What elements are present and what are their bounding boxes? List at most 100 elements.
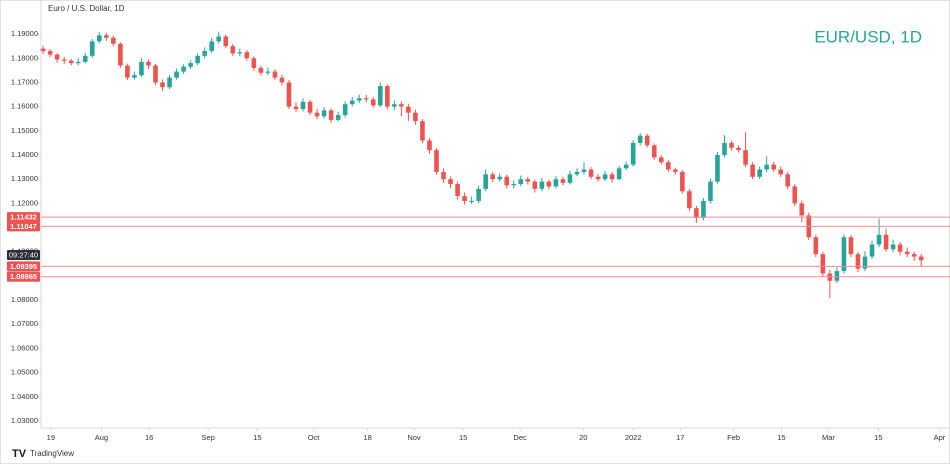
x-tick-label: Sep — [202, 433, 215, 442]
candle-body — [399, 104, 404, 107]
y-tick-label: 1.14000 — [11, 150, 38, 159]
candle-body — [251, 58, 257, 68]
candle-body — [757, 169, 762, 177]
candle-body — [616, 168, 622, 180]
candle-body — [139, 61, 144, 76]
candle-body — [434, 150, 439, 172]
price-label: 1.09395 — [10, 262, 37, 271]
candle-body — [651, 145, 657, 158]
candle-body — [237, 52, 243, 54]
candle-body — [883, 234, 889, 250]
candle-body — [392, 104, 397, 107]
candle-body — [68, 60, 74, 64]
candle-body — [658, 157, 664, 163]
y-tick-label: 1.04000 — [11, 392, 38, 401]
candle-body — [595, 176, 601, 180]
candle-body — [307, 101, 313, 113]
x-tick-label: 15 — [874, 433, 882, 442]
candle-body — [406, 106, 411, 113]
x-tick-label: Nov — [407, 433, 421, 442]
y-tick-label: 1.07000 — [11, 319, 38, 328]
candle-body — [448, 179, 453, 185]
x-tick-label: 16 — [145, 433, 153, 442]
x-tick-label: 15 — [253, 433, 261, 442]
candle-body — [188, 63, 193, 67]
candle-body — [202, 51, 207, 56]
candle-body — [370, 99, 376, 106]
candle-body — [869, 244, 875, 257]
candle-body — [342, 104, 348, 116]
candle-body — [441, 171, 446, 180]
chart-subtitle: Euro / U.S. Dollar, 1D — [48, 4, 125, 13]
countdown-box — [7, 250, 40, 260]
candle-body — [785, 174, 791, 187]
candle-body — [153, 65, 158, 83]
y-tick-label: 1.05000 — [11, 368, 38, 377]
candle-body — [609, 174, 615, 180]
candle-body — [778, 169, 784, 175]
candle-body — [897, 244, 903, 252]
candle-body — [223, 36, 229, 47]
candle-body — [729, 142, 734, 148]
candle-body — [469, 200, 474, 202]
candle-body — [75, 61, 81, 64]
candle-body — [216, 36, 222, 42]
candle-body — [792, 186, 798, 204]
price-label: 1.08965 — [10, 272, 37, 281]
candle-body — [363, 98, 369, 100]
candle-body — [630, 142, 636, 165]
candle-body — [532, 181, 538, 189]
candle-body — [553, 179, 559, 187]
candle-body — [272, 71, 278, 78]
y-tick-label: 1.12000 — [11, 198, 38, 207]
candle-body — [504, 176, 510, 186]
candle-body — [918, 256, 924, 261]
candle-body — [911, 254, 917, 257]
candle-body — [427, 140, 432, 151]
candle-body — [132, 75, 137, 78]
candle-body — [349, 100, 355, 105]
candle-body — [54, 54, 60, 60]
candle-body — [160, 82, 165, 88]
candle-body — [574, 171, 580, 175]
y-tick-label: 1.06000 — [11, 343, 38, 352]
logo-mark: TV — [12, 448, 27, 460]
candle-body — [497, 176, 503, 180]
candle-body — [420, 121, 425, 141]
candle-body — [265, 71, 271, 73]
candle-body — [546, 181, 552, 187]
x-tick-label: 2022 — [625, 433, 642, 442]
candle-body — [335, 115, 341, 120]
candle-body — [174, 71, 179, 78]
x-tick-label: 15 — [459, 433, 467, 442]
candle-body — [637, 135, 643, 143]
candle-body — [455, 184, 460, 197]
price-label: 1.11432 — [10, 213, 37, 222]
candle-body — [834, 271, 840, 281]
y-tick-label: 1.13000 — [11, 174, 38, 183]
candle-body — [230, 46, 236, 54]
x-tick-label: 18 — [363, 433, 371, 442]
price-label: 1.11047 — [10, 222, 37, 231]
price-label-box — [7, 261, 40, 272]
candle-body — [743, 150, 748, 165]
candle-body — [581, 169, 587, 172]
candle-body — [722, 142, 727, 155]
candle-body — [125, 65, 130, 78]
candle-body — [181, 66, 186, 72]
candle-body — [286, 82, 292, 107]
countdown-label: 09:27:40 — [9, 250, 38, 259]
candle-body — [61, 59, 67, 61]
candle-body — [328, 110, 334, 120]
candle-body — [356, 98, 362, 101]
candle-body — [483, 174, 488, 189]
candle-body — [771, 164, 776, 170]
candle-body — [687, 191, 692, 209]
candle-body — [413, 112, 418, 122]
price-label-box — [7, 271, 40, 282]
x-tick-label: 17 — [676, 433, 684, 442]
candle-body — [841, 237, 847, 272]
